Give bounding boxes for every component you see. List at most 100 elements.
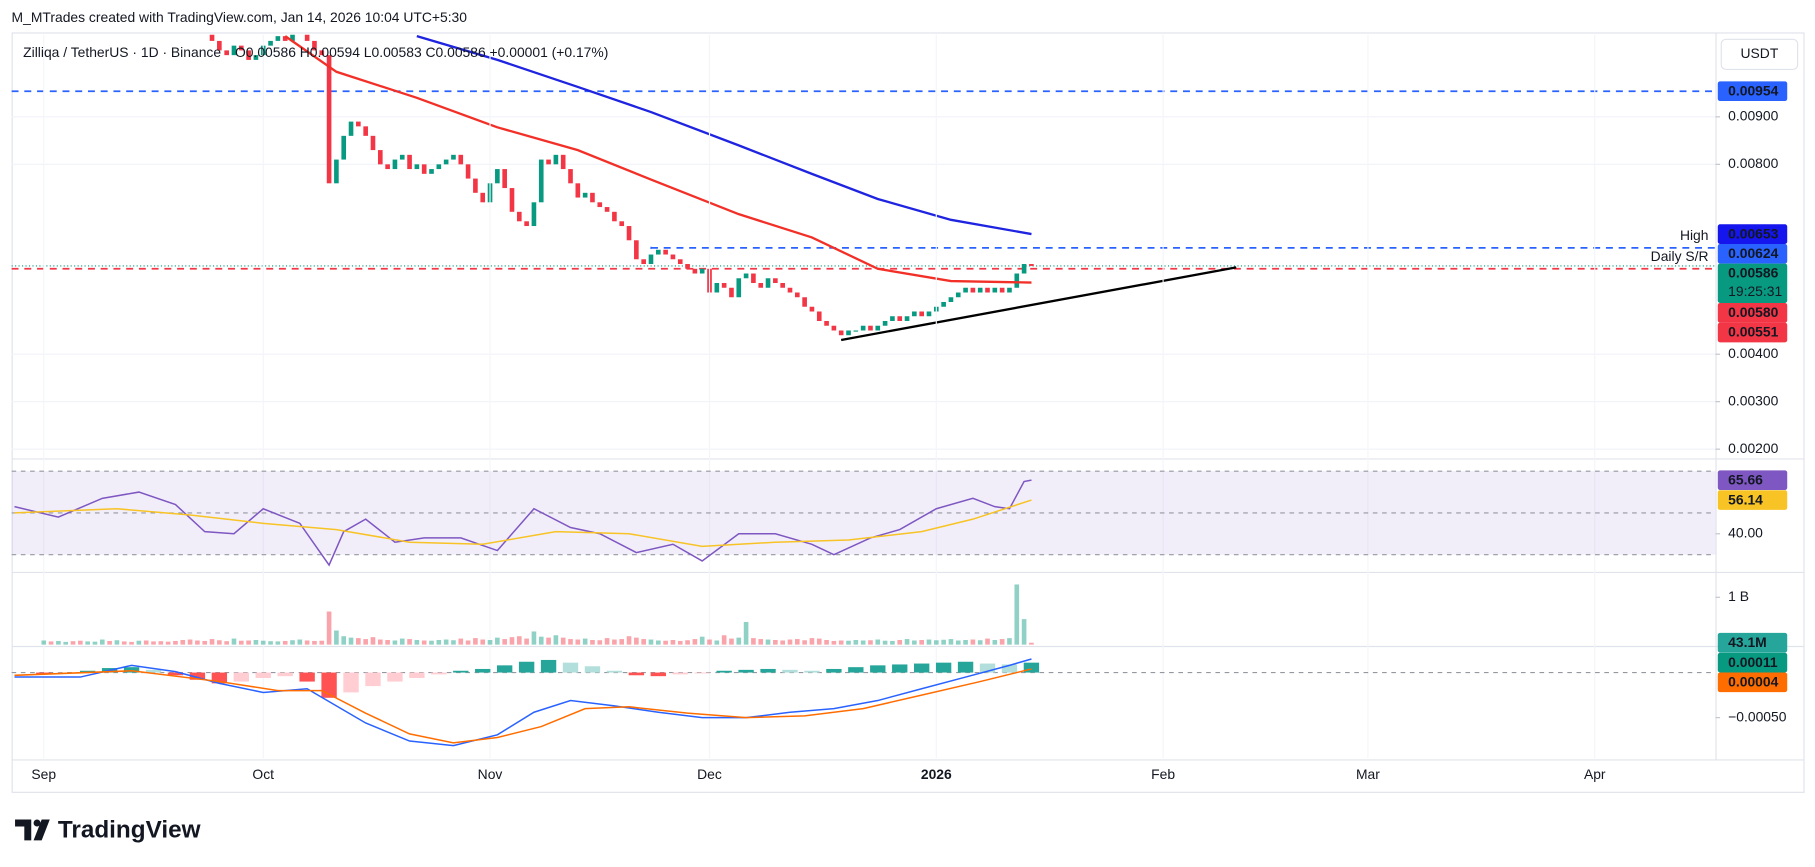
volume-bar (363, 639, 368, 645)
legend-title: Zilliqa / TetherUS · 1D · Binance (23, 44, 221, 60)
volume-bar (516, 636, 522, 645)
price-badge (1717, 672, 1788, 693)
volume-bar (487, 640, 493, 645)
y-tick-label: 0.00900 (1728, 108, 1778, 124)
chart-frame (11, 32, 1805, 793)
level-label: High (1680, 227, 1709, 243)
candle-body (948, 297, 954, 302)
candle-body (1021, 264, 1027, 274)
volume-bar (458, 638, 464, 645)
line (840, 266, 1237, 342)
candle-body (385, 164, 390, 170)
volume-bar (275, 641, 281, 645)
volume-bar (334, 630, 339, 645)
price-badge (1717, 263, 1788, 303)
candle-body (348, 121, 354, 136)
candle-body (326, 55, 332, 184)
volume-bar (780, 640, 785, 645)
candle-body (955, 292, 961, 298)
candle-body (560, 154, 566, 170)
histogram-bar (892, 664, 908, 673)
candle-body (604, 207, 610, 212)
candle-body (999, 287, 1005, 293)
volume-bar (399, 638, 405, 645)
y-tick-label: 0.00200 (1728, 440, 1778, 456)
volume-bar (377, 639, 383, 645)
histogram-bar (518, 661, 535, 673)
candle-body (209, 34, 215, 41)
candle-body (634, 240, 639, 260)
logo: TradingView (15, 817, 201, 844)
volume-bar (209, 639, 215, 645)
candle-body (524, 221, 529, 227)
candle-body (677, 259, 683, 265)
volume-bar (524, 638, 529, 645)
price-badge-label: 65.66 (1728, 471, 1763, 487)
candle-body (816, 311, 822, 321)
volume-bar (41, 640, 47, 645)
histogram-bar (496, 665, 513, 673)
logo-text: TradingView (58, 817, 201, 844)
candle-body (217, 40, 222, 51)
line (416, 35, 1032, 236)
histogram-bar (935, 662, 952, 673)
volume-bar (1029, 642, 1034, 645)
price-badge-label: 0.00586 (1728, 265, 1778, 281)
volume-bar (685, 640, 690, 645)
candle-body (919, 311, 924, 317)
candle-body (875, 325, 881, 331)
candle-body (582, 192, 588, 198)
candle-body (743, 273, 749, 279)
candle-body (304, 34, 310, 41)
x-tick-label: 2026 (921, 766, 952, 782)
histogram-bar (475, 668, 491, 673)
candle-body (495, 169, 500, 184)
candle-body (977, 287, 983, 293)
volume-bar (977, 640, 983, 645)
volume-bar (868, 640, 873, 645)
candle-body (802, 297, 807, 307)
candle-body (553, 154, 559, 165)
candle-body (370, 135, 376, 151)
histogram-bar (233, 672, 249, 682)
price-badge (1717, 632, 1788, 653)
volume-bar (436, 640, 442, 645)
candle-body (897, 316, 903, 321)
candle-body (794, 292, 800, 298)
candle-body (590, 192, 595, 203)
volume-bar (63, 641, 69, 645)
volume-bar (429, 640, 434, 645)
volume-bar (1014, 584, 1020, 645)
volume-bar (897, 640, 903, 645)
line (14, 479, 1032, 567)
candle-body (882, 320, 888, 326)
histogram-bar (672, 672, 688, 675)
volume-bar (941, 639, 946, 645)
volume-bar (502, 639, 507, 645)
volume-bar (955, 640, 961, 645)
volume-bar (546, 637, 551, 645)
volume-bar (341, 636, 347, 645)
histogram-bar (387, 672, 403, 682)
volume-bar (809, 638, 815, 645)
volume-bar (853, 640, 859, 645)
volume-bar (421, 640, 427, 645)
volume-bar (180, 640, 186, 645)
candle-body (407, 154, 412, 170)
x-tick-label: Nov (478, 766, 503, 782)
histogram-bar (694, 672, 710, 674)
volume-bar (392, 640, 398, 645)
volume-bar (312, 640, 317, 645)
volume-bar (670, 640, 676, 645)
volume-bar (736, 637, 742, 645)
button-frame[interactable] (1720, 38, 1799, 71)
currency-button[interactable]: USDT (1720, 38, 1799, 71)
volume-bar (655, 640, 661, 645)
y-tick-label: 0.00800 (1728, 155, 1778, 171)
candle-body (290, 34, 295, 41)
price-badge-label: 0.00011 (1728, 654, 1778, 670)
volume-bar (173, 640, 178, 645)
button-label[interactable]: USDT (1741, 45, 1779, 61)
volume-bar (1007, 638, 1012, 645)
